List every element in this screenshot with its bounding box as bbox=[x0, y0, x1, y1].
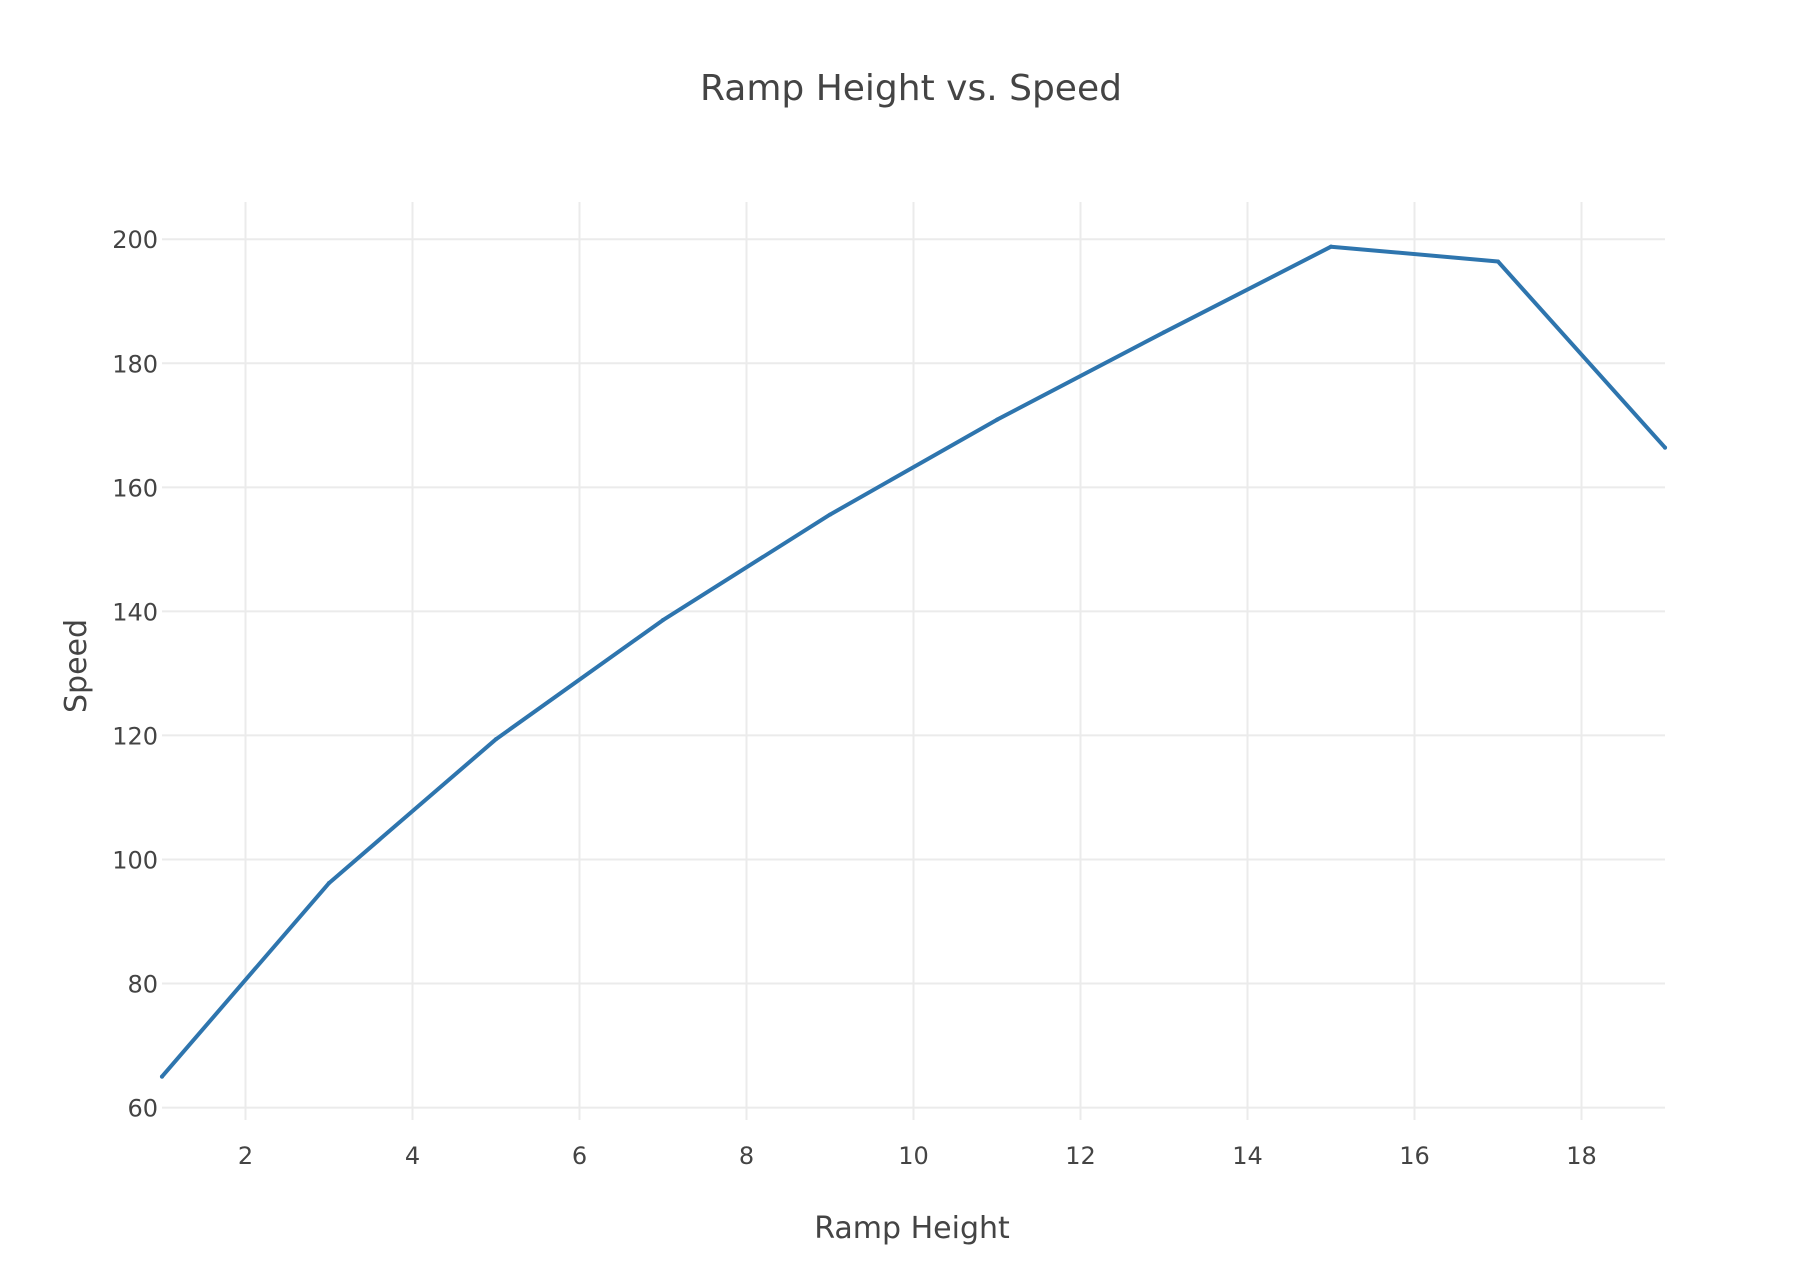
data-point bbox=[160, 1074, 164, 1079]
data-point bbox=[1162, 330, 1166, 335]
y-tick-label: 180 bbox=[112, 350, 158, 378]
data-point bbox=[1663, 445, 1667, 450]
data-point bbox=[828, 512, 832, 517]
x-tick-label: 12 bbox=[1065, 1142, 1096, 1170]
x-tick-label: 10 bbox=[898, 1142, 929, 1170]
x-tick-labels: 2 4 6 8 10 12 14 16 18 bbox=[238, 1142, 1597, 1170]
data-point bbox=[327, 881, 331, 886]
x-axis-label: Ramp Height bbox=[814, 1211, 1010, 1246]
data-point bbox=[1329, 244, 1333, 249]
y-tick-label: 140 bbox=[112, 598, 158, 626]
y-tick-label: 80 bbox=[127, 971, 158, 999]
y-axis-label: Speed bbox=[59, 619, 94, 713]
data-point bbox=[494, 737, 498, 742]
y-tick-label: 100 bbox=[112, 846, 158, 874]
y-tick-label: 60 bbox=[127, 1095, 158, 1123]
x-tick-label: 16 bbox=[1399, 1142, 1430, 1170]
series-line bbox=[160, 244, 1667, 1079]
chart-title: Ramp Height vs. Speed bbox=[700, 68, 1122, 109]
data-point bbox=[1496, 259, 1500, 264]
x-tick-label: 6 bbox=[572, 1142, 587, 1170]
y-tick-label: 160 bbox=[112, 474, 158, 502]
series-layer bbox=[160, 244, 1667, 1079]
x-tick-label: 18 bbox=[1566, 1142, 1597, 1170]
x-tick-label: 2 bbox=[238, 1142, 253, 1170]
grid bbox=[162, 202, 1665, 1120]
y-tick-label: 200 bbox=[112, 226, 158, 254]
y-tick-label: 120 bbox=[112, 722, 158, 750]
y-tick-labels: 60 80 100 120 140 160 180 200 bbox=[112, 226, 158, 1122]
data-point bbox=[661, 618, 665, 623]
data-point bbox=[995, 417, 999, 422]
x-tick-label: 4 bbox=[405, 1142, 420, 1170]
x-tick-label: 8 bbox=[739, 1142, 754, 1170]
x-tick-label: 14 bbox=[1232, 1142, 1263, 1170]
